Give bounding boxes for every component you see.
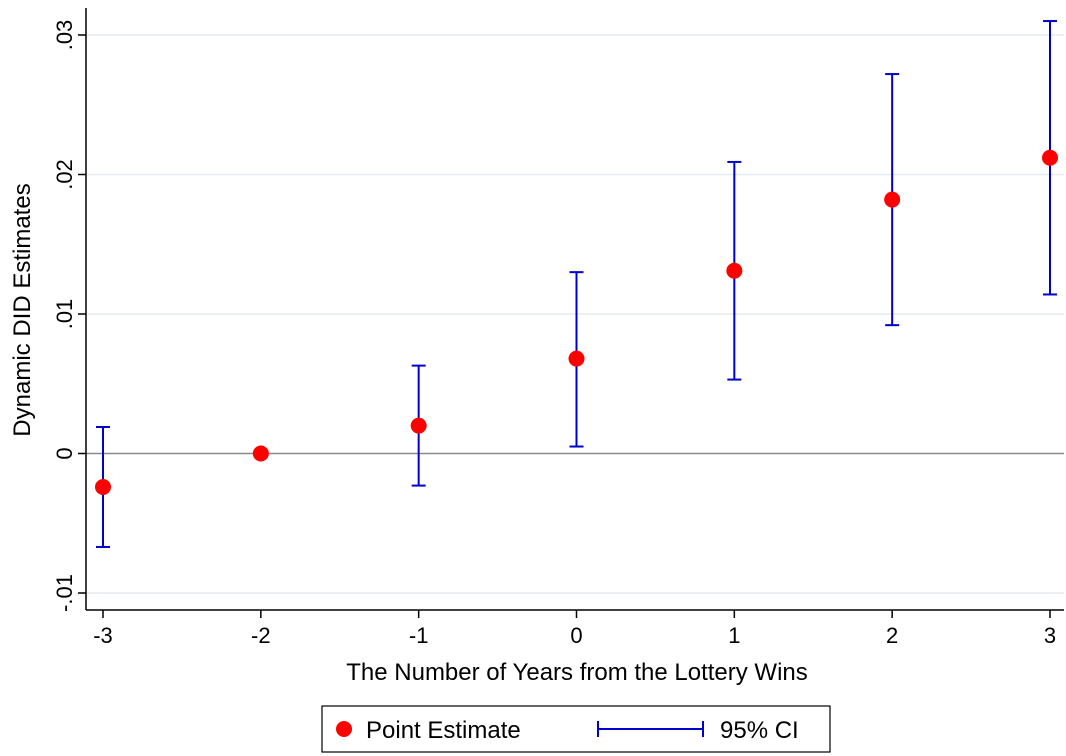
y-tick-label: -.01 bbox=[52, 574, 77, 612]
point-estimate bbox=[726, 262, 743, 279]
y-tick-label: .02 bbox=[52, 159, 77, 190]
gridlines bbox=[86, 34, 1064, 594]
legend-point-marker bbox=[336, 721, 352, 737]
point-estimate bbox=[1042, 149, 1058, 166]
x-tick-label: 3 bbox=[1044, 623, 1056, 648]
legend-box bbox=[321, 705, 831, 753]
x-axis-title: The Number of Years from the Lottery Win… bbox=[346, 659, 808, 686]
point-estimate bbox=[95, 478, 111, 495]
y-tick-label: 0 bbox=[52, 447, 77, 459]
point-estimate bbox=[410, 417, 427, 434]
legend-label-point-estimate: Point Estimate bbox=[366, 717, 521, 744]
y-tick-label: .01 bbox=[52, 299, 77, 330]
y-axis-title: Dynamic DID Estimates bbox=[9, 183, 36, 436]
point-estimate bbox=[568, 350, 585, 367]
x-tick-label: -1 bbox=[409, 623, 429, 648]
x-tick-label: -3 bbox=[93, 623, 113, 648]
x-tick-label: 2 bbox=[886, 623, 898, 648]
legend: Point Estimate 95% CI bbox=[321, 705, 831, 753]
x-tick-label: 1 bbox=[728, 623, 740, 648]
y-tick-label: .03 bbox=[52, 20, 77, 51]
x-tick-label: -2 bbox=[251, 623, 271, 648]
axes: -.01 0 .01 .02 .03 -3 -2 -1 0 1 2 3 bbox=[52, 8, 1064, 648]
point-estimate bbox=[884, 191, 901, 208]
point-estimate bbox=[252, 445, 269, 462]
data-marks bbox=[95, 20, 1058, 548]
legend-label-ci: 95% CI bbox=[720, 717, 799, 744]
x-tick-label: 0 bbox=[570, 623, 582, 648]
